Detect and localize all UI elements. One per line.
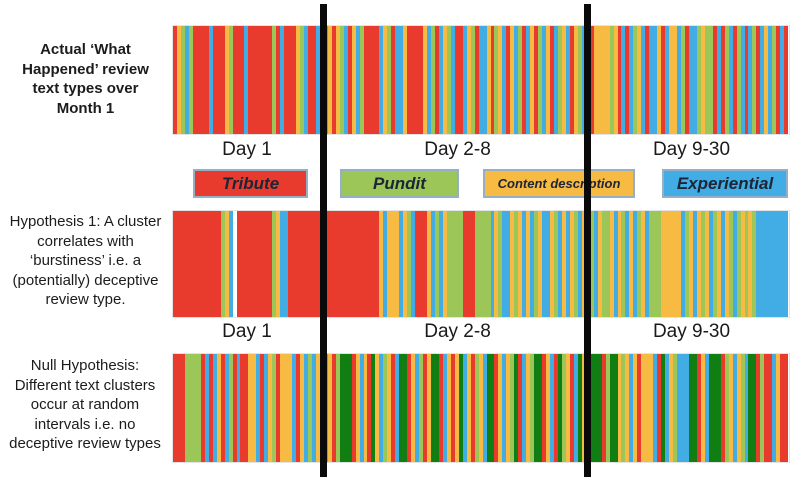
day2-8-label-row2: Day 2-8	[424, 321, 491, 342]
day2-8-label-row1: Day 2-8	[424, 139, 491, 160]
actual-review-strip	[172, 25, 790, 135]
legend-pundit: Pundit	[340, 169, 459, 198]
day9-30-label-row1: Day 9-30	[652, 139, 731, 160]
legend-experiential-label: Experiential	[676, 173, 774, 193]
legend-tribute-label: Tribute	[221, 173, 280, 193]
legend-pundit-label: Pundit	[373, 173, 426, 193]
legend-content-description-label: Content description	[497, 176, 621, 191]
label-hypothesis-1: Hypothesis 1: A cluster correlates with …	[9, 213, 162, 308]
label-null-hypothesis: Null Hypothesis: Different text clusters…	[9, 357, 161, 452]
day9-30-label-row2: Day 9-30	[652, 321, 731, 342]
divider-line-day1-day2	[320, 4, 327, 477]
null-hypothesis-strip	[172, 353, 790, 463]
legend-content-description: Content description	[483, 169, 635, 198]
day1-label-row2: Day 1	[222, 321, 272, 342]
divider-line-day8-day9	[584, 4, 591, 477]
legend-tribute: Tribute	[193, 169, 308, 198]
legend-experiential: Experiential	[662, 169, 788, 198]
hypothesis-1-strip	[172, 210, 790, 318]
day1-label-row1: Day 1	[222, 139, 272, 160]
label-actual-review-types: Actual ‘What Happened’ review text types…	[22, 41, 149, 117]
